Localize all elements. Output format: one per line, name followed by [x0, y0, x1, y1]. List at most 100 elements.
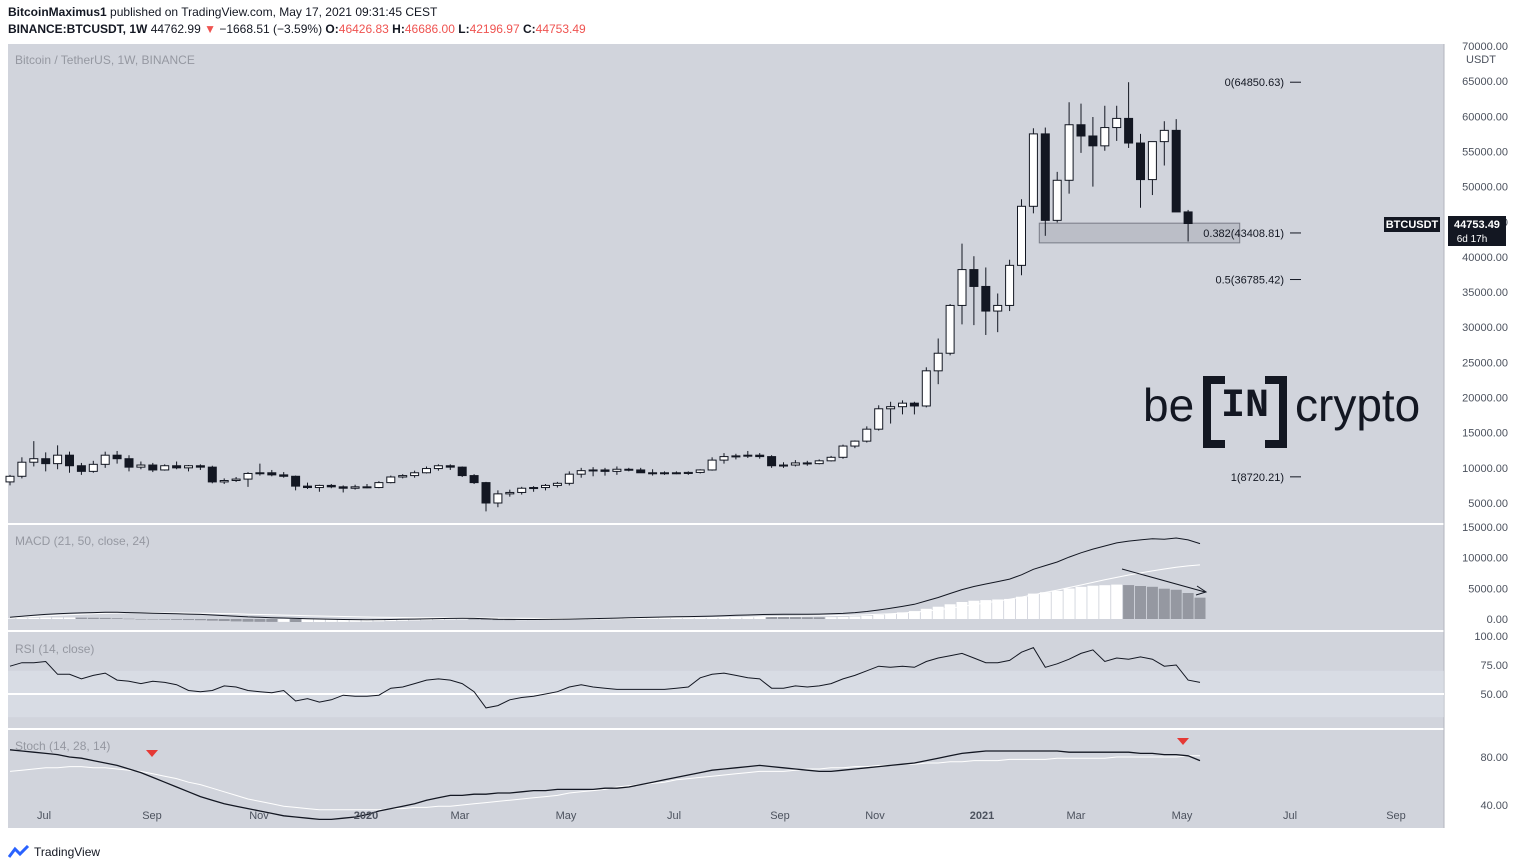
symbol-info: BINANCE:BTCUSDT, 1W 44762.99 ▼ −1668.51 …	[8, 22, 586, 36]
price-tick-label: 25000.00	[1462, 357, 1508, 369]
currency-label: USDT	[1466, 54, 1496, 66]
candle-body	[410, 472, 420, 477]
time-tick-label: Sep	[142, 810, 162, 822]
macd-histogram-bar	[64, 617, 75, 619]
macd-histogram-bar	[385, 619, 397, 622]
high-value: 46686.00	[404, 22, 455, 36]
macd-histogram-bar	[1039, 592, 1051, 619]
macd-histogram-bar	[670, 617, 682, 619]
stoch-k-line	[9, 749, 1201, 821]
macd-histogram-bar	[278, 619, 290, 622]
macd-histogram-bar	[992, 599, 1004, 619]
rsi-pane-title: RSI (14, close)	[15, 642, 94, 656]
macd-histogram-bar	[1170, 589, 1182, 619]
rsi-axis: 50.00 75.00 100.00	[1474, 631, 1508, 701]
close-label: C:	[522, 22, 536, 36]
candle-body	[112, 454, 122, 460]
candle-body	[314, 484, 324, 489]
candle-body	[874, 408, 884, 430]
candle-body	[1017, 205, 1026, 266]
candle-body	[779, 464, 788, 467]
price-tick-label: 65000.00	[1462, 76, 1508, 88]
macd-histogram-bar	[1016, 596, 1027, 619]
macd-histogram-bar	[1146, 586, 1158, 619]
candle-body	[1052, 179, 1062, 221]
time-tick-label: 2021	[970, 810, 994, 822]
time-tick-label: Mar	[1067, 810, 1086, 822]
macd-histogram-bar	[325, 619, 337, 622]
candle-body	[445, 465, 455, 468]
fib-level-label: 1(8720.21)	[1231, 472, 1284, 484]
candle-body	[814, 460, 824, 465]
price-tick-label: 35000.00	[1462, 287, 1508, 299]
macd-histogram-bar	[980, 600, 992, 619]
candle-body	[862, 428, 872, 442]
macd-histogram-bar	[480, 619, 492, 620]
candle-body	[850, 440, 860, 447]
macd-histogram-bar	[730, 617, 742, 619]
candle-body	[933, 352, 943, 372]
macd-pane-title: MACD (21, 50, close, 24)	[15, 534, 150, 548]
time-tick-label: Mar	[451, 810, 470, 822]
macd-pane[interactable]	[8, 525, 1444, 630]
tradingview-footer[interactable]: TradingView	[8, 845, 100, 859]
candle-body	[624, 468, 634, 471]
macd-histogram-bar	[266, 619, 278, 622]
candle-body	[255, 472, 265, 475]
watermark-be: be	[1143, 379, 1195, 431]
candle-body	[588, 469, 598, 472]
candle-body	[469, 475, 479, 484]
macd-histogram-bar	[813, 617, 825, 619]
time-tick-label: Sep	[1386, 810, 1406, 822]
macd-histogram-bar	[313, 619, 325, 623]
author-name[interactable]: BitcoinMaximus1	[8, 5, 107, 19]
macd-histogram-bar	[397, 619, 409, 621]
macd-histogram-bar	[778, 616, 789, 619]
price-tick-label: 30000.00	[1462, 322, 1508, 334]
price-tick-label: 40000.00	[1462, 252, 1508, 264]
price-tick-label: 5000.00	[1468, 498, 1508, 510]
time-axis[interactable]: Jul Sep Nov 2020 Mar May Jul Sep Nov 2021 Mar May Ju…	[37, 810, 1406, 822]
price-tick-label: 10000.00	[1462, 463, 1508, 475]
candle-body	[660, 472, 669, 475]
candle-body	[1005, 264, 1015, 306]
candle-body	[541, 484, 550, 489]
candle-body	[267, 472, 277, 476]
support-zone	[1038, 222, 1241, 244]
macd-histogram-bar	[171, 619, 183, 620]
time-tick-label: Jul	[1283, 810, 1297, 822]
candle-body	[969, 269, 979, 287]
candle-body	[53, 454, 63, 465]
macd-histogram-bar	[432, 619, 444, 620]
candle-body	[683, 471, 693, 474]
macd-histogram-bar	[302, 619, 313, 623]
macd-histogram-bar	[1123, 585, 1135, 619]
macd-tick-label: 5000.00	[1468, 583, 1508, 595]
macd-histogram-bar	[456, 619, 468, 620]
candle-body	[993, 304, 1003, 312]
macd-histogram-bar	[349, 619, 361, 622]
candle-body	[1171, 129, 1181, 213]
candle-body	[184, 465, 193, 469]
candle-body	[5, 475, 15, 483]
macd-histogram-bar	[706, 617, 718, 619]
stoch-pane[interactable]	[8, 730, 1444, 828]
candle-body	[529, 487, 539, 490]
time-tick-label: Sep	[770, 810, 790, 822]
candle-body	[838, 445, 848, 458]
macd-line	[9, 537, 1201, 621]
candle-body	[671, 472, 681, 475]
macd-histogram-bar	[421, 619, 432, 621]
macd-histogram-bar	[194, 619, 206, 621]
candle-body	[731, 455, 741, 458]
stoch-axis: 40.00 80.00	[1480, 752, 1508, 812]
candle-body	[1028, 133, 1038, 207]
price-axis[interactable]: 5000.00 10000.00 15000.00 20000.00 25000.00 3…	[1462, 41, 1508, 510]
macd-histogram-bar	[682, 617, 694, 619]
candle-body	[481, 482, 491, 504]
fibonacci-levels: 0(64850.63) 0.382(43408.81) 0.5(36785.42) 1…	[1203, 77, 1301, 484]
candle-body	[350, 486, 360, 489]
candle-body	[398, 475, 408, 478]
watermark-bracket-icon	[1203, 376, 1287, 448]
